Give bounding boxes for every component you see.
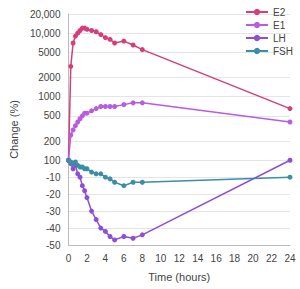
svg-text:Time (hours): Time (hours) xyxy=(148,271,210,283)
svg-text:Change (%): Change (%) xyxy=(8,100,20,159)
svg-text:500: 500 xyxy=(44,110,61,121)
svg-text:200: 200 xyxy=(44,136,61,147)
svg-text:E2: E2 xyxy=(273,7,286,18)
svg-text:E1: E1 xyxy=(273,20,286,31)
svg-text:12: 12 xyxy=(174,253,186,264)
svg-text:100: 100 xyxy=(44,155,61,166)
svg-text:10: 10 xyxy=(155,253,167,264)
svg-text:16: 16 xyxy=(211,253,223,264)
svg-text:-50: -50 xyxy=(46,240,61,251)
svg-text:24: 24 xyxy=(284,253,296,264)
svg-text:22: 22 xyxy=(266,253,278,264)
svg-text:LH: LH xyxy=(273,33,286,44)
svg-text:18: 18 xyxy=(229,253,241,264)
svg-text:1000: 1000 xyxy=(38,91,61,102)
svg-text:6: 6 xyxy=(121,253,127,264)
svg-text:8: 8 xyxy=(140,253,146,264)
svg-text:0: 0 xyxy=(66,253,72,264)
svg-text:5000: 5000 xyxy=(38,47,61,58)
svg-text:-30: -30 xyxy=(46,206,61,217)
svg-text:-10: -10 xyxy=(46,172,61,183)
svg-text:14: 14 xyxy=(192,253,204,264)
svg-text:2000: 2000 xyxy=(38,72,61,83)
svg-text:4: 4 xyxy=(103,253,109,264)
svg-text:2: 2 xyxy=(84,253,90,264)
svg-text:20,000: 20,000 xyxy=(30,9,61,20)
svg-text:FSH: FSH xyxy=(273,46,293,57)
svg-text:10,000: 10,000 xyxy=(30,28,61,39)
svg-text:-20: -20 xyxy=(46,189,61,200)
svg-text:-40: -40 xyxy=(46,223,61,234)
svg-text:20: 20 xyxy=(248,253,260,264)
